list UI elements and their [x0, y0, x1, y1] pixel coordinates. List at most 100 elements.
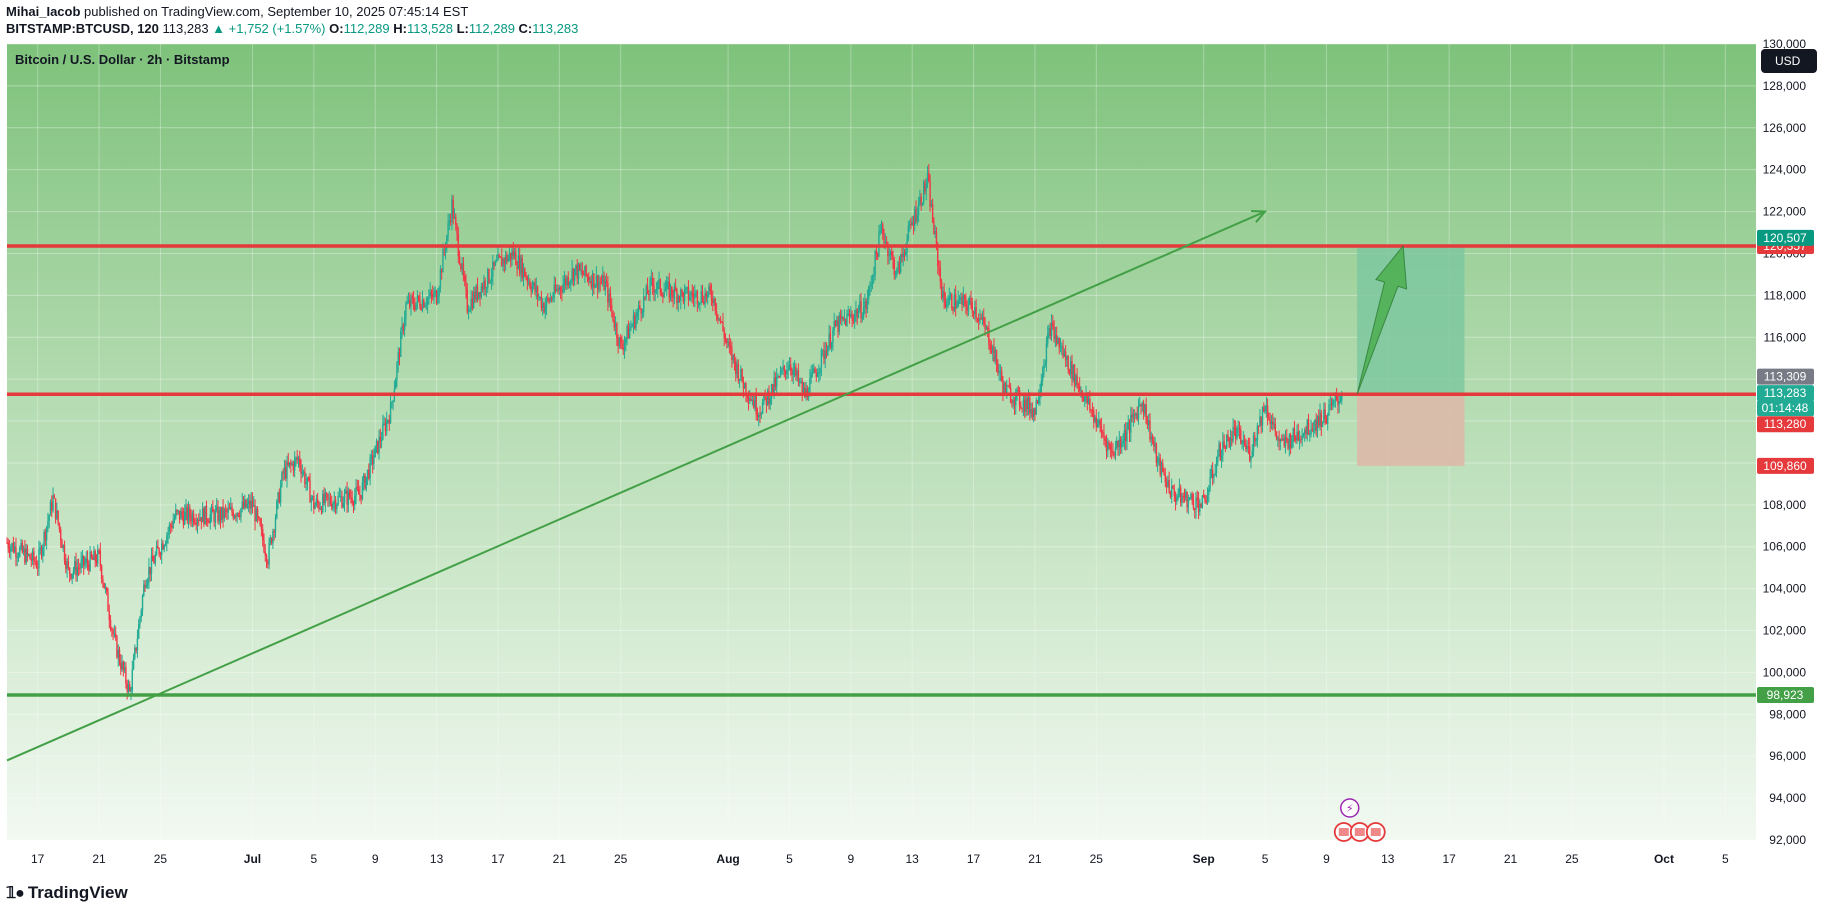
candle-body [230, 506, 232, 510]
candle-body [843, 318, 846, 320]
candle-body [1073, 365, 1076, 386]
candle-body [673, 286, 676, 299]
candle-body [1034, 408, 1036, 415]
candle-body [636, 311, 639, 317]
candle-body [1233, 427, 1236, 429]
candle-body [1335, 395, 1338, 401]
candle-body [232, 512, 234, 519]
candle-body [874, 251, 876, 276]
time-axis[interactable]: 17 21 25 Jul 5 9 13 17 21 25 Aug 5 9 13 17 21 25 Sep 5 9 13 1… [31, 852, 1729, 866]
drawings [6, 210, 1756, 762]
candle-body [1021, 407, 1023, 409]
candle-body [1238, 428, 1241, 430]
time-tick-label: 5 [310, 852, 317, 866]
candle-body [767, 390, 769, 405]
candle-body [273, 531, 275, 533]
flag-icon [1354, 828, 1365, 836]
candle-body [885, 241, 888, 243]
candle-body [898, 262, 901, 273]
price-axis[interactable]: 92,000 94,000 96,000 98,000 100,000 102,000 10… [1763, 37, 1807, 847]
candle-body [460, 264, 462, 270]
candle-body [1094, 417, 1096, 422]
candle-body [893, 259, 895, 275]
currency-button[interactable]: USD [1761, 49, 1817, 73]
candle-body [750, 398, 752, 402]
candle-body [108, 611, 110, 621]
candle-body [203, 508, 205, 525]
candle-body [992, 346, 994, 353]
candle-body [502, 258, 504, 267]
candle-body [1289, 434, 1292, 448]
candle-body [159, 554, 162, 556]
candle-body [1067, 356, 1069, 370]
candle-body [94, 550, 96, 562]
candle-body [1278, 438, 1280, 442]
author-name[interactable]: Mihai_Iacob [6, 4, 81, 19]
candle-body [880, 224, 883, 231]
candle-body [989, 344, 991, 350]
tradingview-logo[interactable]: 𝟙● TradingView [6, 883, 128, 903]
price-tick-label: 100,000 [1763, 665, 1807, 679]
candle-body [209, 514, 211, 523]
candles [6, 163, 1343, 700]
candle-body [648, 294, 650, 296]
candle-body [1068, 369, 1071, 375]
candle-body [825, 351, 828, 356]
symbol-label[interactable]: BITSTAMP:BTCUSD, 120 [6, 21, 159, 36]
candle-body [814, 368, 816, 373]
candle-body [447, 222, 449, 236]
floor-price-tag-bg [1757, 686, 1814, 703]
candle-body [563, 278, 566, 285]
candle-body [1078, 386, 1081, 391]
candle-body [1301, 434, 1303, 441]
candle-body [788, 364, 791, 370]
candle-body [680, 289, 682, 301]
candle-body [1112, 451, 1114, 455]
candle-body [622, 347, 624, 350]
candle-body [940, 281, 943, 299]
candle-body [938, 265, 940, 269]
candle-body [314, 504, 316, 509]
candle-body [332, 503, 334, 509]
candle-body [676, 290, 678, 304]
candle-body [478, 292, 480, 299]
candle-body [264, 551, 266, 556]
low-value: 112,289 [468, 21, 515, 36]
candle-body [961, 297, 963, 305]
candle-body [552, 297, 554, 300]
candle-body [213, 512, 215, 523]
candle-body [1214, 472, 1216, 476]
candle-body [449, 220, 452, 222]
candle-body [677, 296, 679, 304]
candle-body [1247, 446, 1250, 448]
candle-body [712, 299, 714, 303]
candle-body [946, 304, 948, 307]
candle-body [177, 510, 180, 512]
candle-body [937, 244, 939, 266]
candle-body [1016, 389, 1018, 393]
candle-body [265, 555, 268, 563]
chart-background [7, 44, 1756, 840]
candle-body [180, 511, 182, 520]
candle-body [295, 457, 297, 459]
candle-body [536, 286, 539, 298]
candle-body [88, 563, 90, 571]
candle-body [66, 561, 68, 569]
candle-body [1070, 361, 1072, 375]
candle-body [659, 279, 662, 293]
candle-body [1260, 416, 1262, 426]
candle-body [642, 296, 645, 313]
candle-body [396, 363, 398, 380]
candle-body [328, 497, 330, 499]
candle-body [336, 504, 338, 510]
candle-body [1154, 443, 1156, 447]
candle-body [617, 338, 619, 346]
candle-body [221, 506, 223, 521]
candle-body [1040, 380, 1043, 392]
candle-body [77, 567, 80, 569]
candle-body [668, 281, 670, 299]
candle-body [850, 314, 852, 317]
candle-body [510, 252, 512, 260]
candle-body [608, 293, 610, 303]
